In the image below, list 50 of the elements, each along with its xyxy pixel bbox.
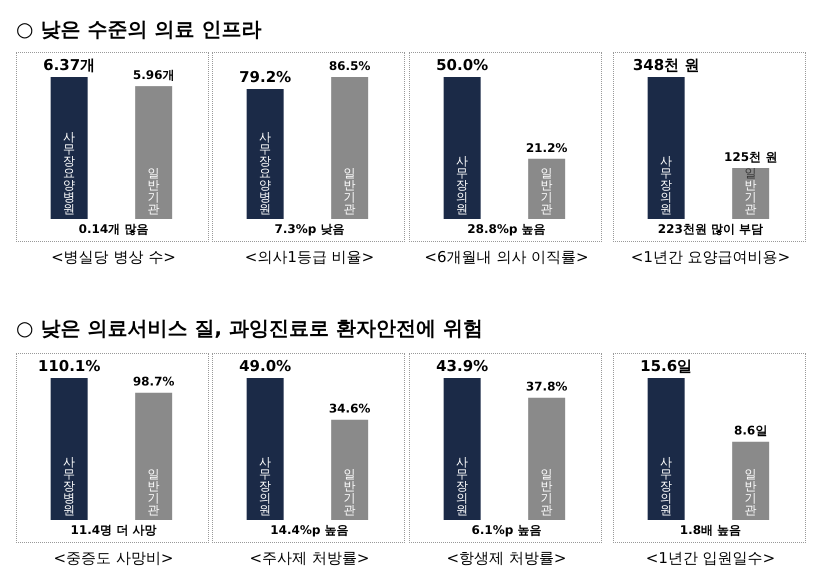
data-label: 348천 원 [632, 56, 700, 74]
x-tick-label: 사무장의원 [259, 455, 272, 517]
data-label: 98.7% [132, 374, 174, 389]
x-tick-label: 사무장요양병원 [259, 130, 272, 216]
text: 11.4명 더 사망 [70, 522, 158, 539]
text: 28.8%p 높음 [466, 221, 547, 238]
x-tick-label: 일반기관 [540, 467, 553, 517]
text: 6.1%p 높음 [470, 522, 543, 539]
data-label: 34.6% [328, 402, 370, 416]
x-tick-label: 사무장의원 [456, 455, 468, 517]
x-tick-label: 일반기관 [744, 467, 757, 517]
data-label: 43.9% [436, 357, 488, 375]
data-label: 49.0% [239, 357, 292, 375]
text: ○ 낮은 의료서비스 질, 과잉진료로 환자안전에 위험 [16, 315, 484, 342]
x-tick-label: 일반기관 [744, 166, 757, 216]
x-tick-label: 일반기관 [344, 467, 356, 517]
data-label: 86.5% [328, 59, 370, 73]
chart-title: ○ 낮은 수준의 의료 인프라 [16, 16, 262, 43]
text: 14.4%p 높음 [269, 522, 350, 539]
x-axis-title: <6개월내 의사 이직률> [423, 248, 590, 267]
data-label: 6.37개 [43, 56, 96, 74]
x-axis-title: <병실당 병상 수> [50, 248, 177, 267]
x-axis-title: <의사1등급 비율> [244, 248, 376, 267]
x-tick-label: 일반기관 [540, 166, 553, 216]
x-axis-title: <1년간 요양급여비용> [630, 248, 792, 267]
x-tick-label: 일반기관 [148, 166, 160, 216]
x-tick-label: 사무장의원 [660, 455, 672, 517]
data-label: 37.8% [526, 380, 568, 394]
text: 1.8배 높음 [678, 522, 742, 539]
x-tick-label: 사무장병원 [63, 455, 76, 517]
data-label: 21.2% [526, 140, 568, 155]
x-tick-label: 사무장의원 [456, 154, 468, 216]
data-label: 79.2% [239, 68, 292, 86]
data-label: 8.6일 [734, 424, 768, 438]
x-axis-title: <주사제 처방률> [248, 549, 370, 568]
data-label: 5.96개 [132, 68, 174, 82]
data-label: 50.0% [436, 56, 488, 74]
x-axis-title: <항생제 처방률> [446, 549, 568, 568]
text: 7.3%p 낮음 [273, 221, 346, 238]
text: 0.14개 많음 [78, 221, 150, 238]
text: 223천원 많이 부담 [656, 221, 764, 238]
x-tick-label: 사무장요양병원 [63, 130, 76, 216]
x-tick-label: 일반기관 [344, 166, 356, 216]
x-tick-label: 일반기관 [148, 467, 160, 517]
data-label: 110.1% [38, 357, 100, 375]
data-label: 15.6일 [640, 357, 692, 375]
x-axis-title: <중증도 사망비> [52, 549, 174, 568]
data-label: 125천 원 [724, 150, 778, 164]
x-axis-title: <1년간 입원일수> [644, 549, 776, 568]
x-tick-label: 사무장의원 [660, 154, 672, 216]
